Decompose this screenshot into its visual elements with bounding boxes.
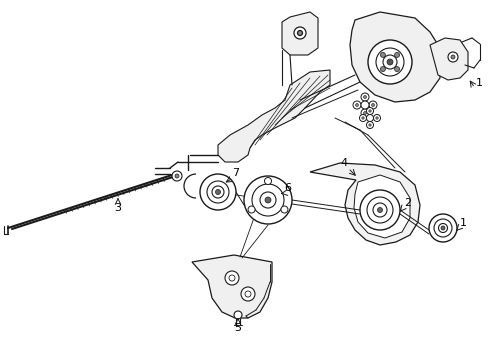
Circle shape bbox=[241, 287, 255, 301]
Circle shape bbox=[361, 93, 369, 101]
Circle shape bbox=[369, 124, 371, 126]
Circle shape bbox=[175, 174, 179, 178]
Circle shape bbox=[172, 171, 182, 181]
Circle shape bbox=[212, 186, 224, 198]
Circle shape bbox=[380, 67, 386, 72]
Circle shape bbox=[265, 197, 271, 203]
Circle shape bbox=[367, 108, 373, 114]
Circle shape bbox=[376, 117, 378, 119]
Circle shape bbox=[362, 117, 364, 119]
Circle shape bbox=[260, 192, 276, 208]
Circle shape bbox=[394, 53, 399, 58]
Circle shape bbox=[361, 101, 369, 109]
Circle shape bbox=[371, 104, 374, 107]
Circle shape bbox=[441, 226, 445, 230]
Circle shape bbox=[297, 31, 302, 36]
Circle shape bbox=[207, 181, 229, 203]
Circle shape bbox=[356, 104, 359, 107]
Circle shape bbox=[369, 110, 371, 112]
Polygon shape bbox=[350, 12, 440, 102]
Circle shape bbox=[429, 214, 457, 242]
Text: 1: 1 bbox=[475, 78, 483, 88]
Circle shape bbox=[377, 207, 383, 212]
Circle shape bbox=[360, 114, 367, 122]
Text: 5: 5 bbox=[235, 323, 242, 333]
Circle shape bbox=[373, 114, 381, 122]
Circle shape bbox=[225, 271, 239, 285]
Circle shape bbox=[360, 190, 400, 230]
Text: 6: 6 bbox=[285, 183, 292, 193]
Circle shape bbox=[380, 53, 386, 58]
Circle shape bbox=[448, 52, 458, 62]
Polygon shape bbox=[310, 163, 420, 245]
Circle shape bbox=[451, 55, 455, 59]
Circle shape bbox=[216, 189, 220, 194]
Circle shape bbox=[368, 40, 412, 84]
Text: 1: 1 bbox=[460, 218, 466, 228]
Circle shape bbox=[394, 67, 399, 72]
Circle shape bbox=[434, 219, 452, 237]
Circle shape bbox=[252, 184, 284, 216]
Polygon shape bbox=[354, 175, 410, 238]
Circle shape bbox=[294, 27, 306, 39]
Circle shape bbox=[364, 112, 367, 114]
Circle shape bbox=[229, 275, 235, 281]
Polygon shape bbox=[430, 38, 468, 80]
Circle shape bbox=[248, 206, 255, 213]
Circle shape bbox=[364, 95, 367, 99]
Circle shape bbox=[373, 203, 387, 217]
Circle shape bbox=[234, 311, 242, 319]
Polygon shape bbox=[282, 12, 318, 55]
Text: 3: 3 bbox=[115, 203, 122, 213]
Circle shape bbox=[376, 48, 404, 76]
Circle shape bbox=[367, 114, 373, 122]
Circle shape bbox=[361, 109, 369, 117]
Circle shape bbox=[383, 55, 397, 69]
Polygon shape bbox=[192, 255, 272, 318]
Circle shape bbox=[244, 176, 292, 224]
Circle shape bbox=[281, 206, 288, 213]
Text: 7: 7 bbox=[232, 168, 240, 178]
Circle shape bbox=[369, 101, 377, 109]
Circle shape bbox=[245, 291, 251, 297]
Circle shape bbox=[367, 122, 373, 129]
Circle shape bbox=[387, 59, 393, 65]
Circle shape bbox=[200, 174, 236, 210]
Text: 2: 2 bbox=[404, 198, 412, 208]
Circle shape bbox=[367, 197, 393, 223]
Circle shape bbox=[353, 101, 361, 109]
Circle shape bbox=[439, 224, 447, 233]
Circle shape bbox=[265, 177, 271, 185]
Text: 4: 4 bbox=[341, 158, 347, 168]
Polygon shape bbox=[218, 70, 330, 162]
